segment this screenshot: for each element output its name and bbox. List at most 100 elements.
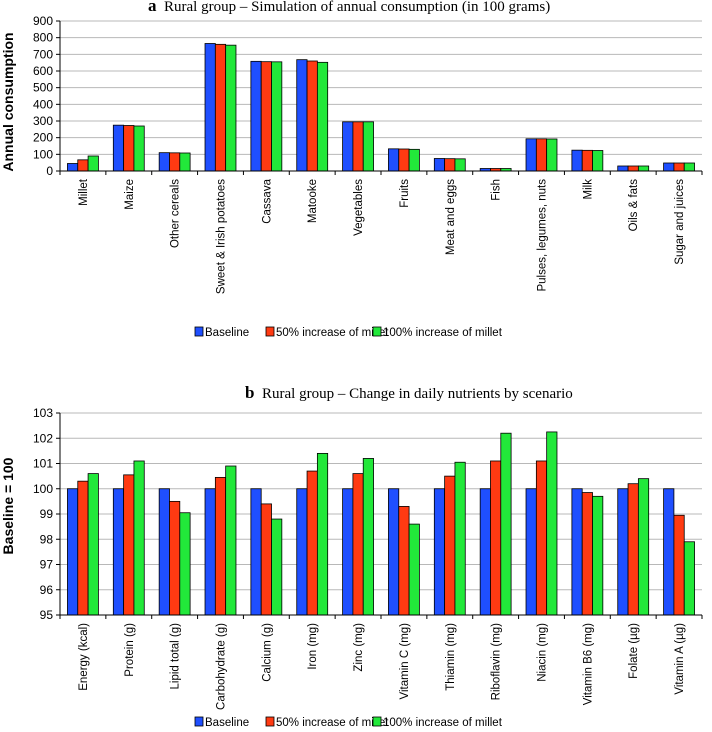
y-tick-label: 100 — [33, 482, 53, 496]
bar-millet50 — [398, 506, 410, 616]
panel-b-x-categories: Energy (kcal) Protein (g) Lipid total (g) C… — [78, 623, 686, 710]
legend-swatch-millet100 — [372, 716, 382, 727]
bar-millet100 — [683, 541, 695, 616]
x-category-label: Zinc (mg) — [353, 623, 365, 672]
bar-baseline — [388, 148, 400, 172]
bar-millet100 — [546, 431, 558, 616]
bar-millet50 — [535, 460, 548, 616]
bar-millet50 — [77, 159, 89, 172]
bar-millet100 — [133, 125, 145, 172]
x-category-label: Vitamin A (µg) — [674, 623, 686, 695]
x-category-label: Protein (g) — [124, 623, 136, 677]
y-tick-label: 900 — [33, 14, 53, 28]
bar-millet100 — [225, 44, 237, 172]
y-tick-label: 300 — [33, 114, 53, 128]
panel-b-axes — [56, 412, 703, 619]
bar-millet50 — [214, 476, 227, 616]
y-tick-label: 98 — [40, 532, 54, 546]
x-category-label: Vitamin C (mg) — [399, 623, 411, 700]
panel-b-gridlines — [60, 412, 702, 591]
legend-label-millet50: 50% increase of millet — [276, 717, 389, 729]
bar-millet100 — [592, 150, 604, 172]
x-category-label: Thiamin (mg) — [445, 623, 457, 691]
bar-millet50 — [444, 475, 456, 616]
panel-a-title: Rural group – Simulation of annual consu… — [164, 0, 550, 15]
legend-swatch-baseline — [194, 326, 204, 337]
x-category-label: Vitamin B6 (mg) — [582, 623, 594, 705]
x-category-label: Meat and eggs — [445, 179, 457, 255]
bar-millet100 — [316, 61, 329, 172]
panel-b-y-axis-label: Baseline = 100 — [0, 457, 16, 554]
bar-baseline — [663, 162, 675, 172]
bar-millet100 — [546, 138, 558, 172]
bar-baseline — [433, 158, 446, 172]
legend-label-baseline: Baseline — [205, 717, 249, 729]
bar-baseline — [571, 149, 583, 172]
bar-millet100 — [271, 518, 283, 616]
bar-baseline — [112, 124, 125, 172]
x-category-label: Riboflavin (mg) — [491, 623, 503, 700]
x-category-label: Millet — [78, 178, 90, 206]
bar-baseline — [158, 488, 170, 616]
panel-a-letter: a — [148, 0, 157, 15]
bar-millet50 — [627, 483, 639, 616]
bar-millet100 — [362, 121, 374, 172]
panel-a-axes — [56, 20, 703, 175]
bar-millet100 — [179, 512, 191, 616]
bar-baseline — [617, 165, 629, 172]
y-tick-label: 700 — [33, 47, 53, 61]
x-category-label: Carbohydrate (g) — [216, 623, 228, 710]
x-category-label: Other cereals — [170, 179, 182, 248]
bar-millet100 — [87, 473, 99, 616]
bar-baseline — [67, 163, 79, 172]
x-category-label: Maize — [124, 179, 136, 210]
bar-baseline — [525, 488, 537, 616]
panel-a-bars — [67, 43, 695, 172]
bar-millet100 — [408, 148, 420, 172]
y-tick-label: 200 — [33, 131, 53, 145]
x-category-label: Energy (kcal) — [78, 623, 90, 691]
bar-baseline — [433, 488, 446, 616]
y-tick-label: 101 — [33, 457, 53, 471]
bar-millet50 — [306, 60, 318, 172]
bar-millet50 — [444, 158, 456, 172]
y-tick-label: 600 — [33, 64, 53, 78]
bar-millet50 — [490, 460, 502, 616]
bar-millet50 — [352, 121, 364, 172]
bar-millet50 — [627, 165, 639, 172]
panel-a-gridlines — [60, 20, 702, 155]
bar-millet100 — [592, 495, 604, 616]
y-tick-label: 100 — [33, 147, 53, 161]
bar-millet50 — [77, 480, 89, 616]
bar-millet100 — [637, 165, 650, 172]
bar-baseline — [250, 488, 262, 616]
bar-baseline — [204, 43, 216, 172]
y-tick-label: 103 — [33, 406, 53, 420]
x-category-label: Milk — [582, 179, 594, 200]
y-tick-label: 97 — [40, 558, 54, 572]
bar-millet50 — [260, 61, 272, 172]
bar-millet100 — [225, 465, 237, 616]
bar-millet50 — [306, 470, 318, 616]
x-category-label: Cassava — [261, 178, 273, 223]
legend-swatch-millet50 — [265, 326, 275, 337]
bar-millet100 — [683, 162, 695, 172]
panel-b-bars — [67, 431, 695, 616]
bar-millet100 — [179, 152, 191, 172]
x-category-label: Fruits — [399, 179, 411, 208]
x-category-label: Sugar and juices — [674, 179, 686, 265]
bar-millet100 — [316, 452, 329, 616]
bar-millet50 — [535, 138, 548, 172]
x-category-label: Matooke — [307, 179, 319, 223]
y-tick-label: 0 — [46, 164, 53, 178]
bar-baseline — [112, 488, 125, 616]
bar-baseline — [571, 488, 583, 616]
panel-b-letter: b — [245, 383, 254, 402]
x-category-label: Iron (mg) — [307, 623, 319, 670]
chart-panel-b: b Rural group – Change in daily nutrient… — [0, 383, 703, 729]
bar-millet50 — [169, 500, 181, 616]
y-tick-label: 500 — [33, 81, 53, 95]
bar-millet50 — [673, 162, 685, 172]
y-tick-label: 400 — [33, 97, 53, 111]
